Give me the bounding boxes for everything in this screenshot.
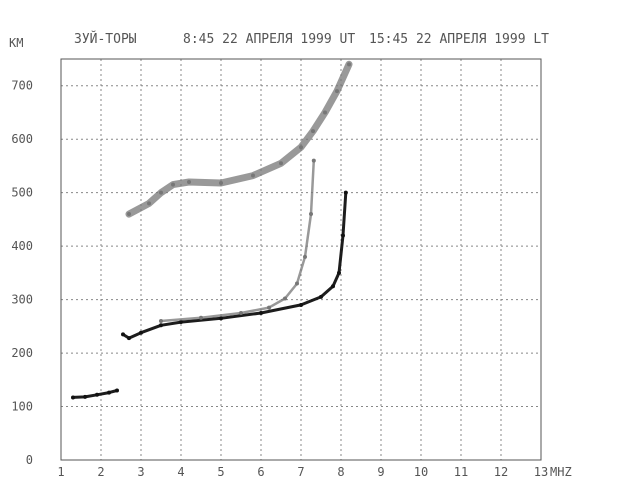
x-tick-label: 7 [297,465,304,479]
y-axis-label: КМ [9,36,23,50]
trace-point [341,233,345,238]
trace-point [187,179,191,184]
trace-point [219,316,223,321]
trace-point [159,190,163,195]
trace-point [239,310,243,315]
trace-point [127,336,131,341]
trace-point [295,281,299,286]
trace-point [347,62,351,67]
trace-point [319,294,323,299]
trace-point [343,190,348,195]
trace-point [303,254,307,259]
y-tick-label: 600 [11,132,33,146]
x-tick-label: 9 [377,465,384,479]
y-tick-label: 500 [11,186,33,200]
x-tick-label: 4 [177,465,184,479]
trace-point [283,296,287,301]
x-tick-labels: 1 2 3 4 5 6 7 8 9 10 11 12 13 [57,465,548,479]
x-tick-label: 10 [414,465,428,479]
y-tick-label: 100 [11,400,33,414]
y-tick-labels: 0 100 200 300 400 500 600 700 [11,79,33,467]
trace-point [179,320,183,325]
trace-point [127,212,131,217]
trace-point [159,318,163,323]
ionogram-traces [71,60,353,400]
lt-time-title: 15:45 22 АПРЕЛЯ 1999 LT [369,32,549,47]
trace-point [159,323,163,328]
trace-point [107,390,111,395]
trace-point [311,158,316,163]
plot-frame [60,58,542,461]
x-tick-label: 1 [57,465,64,479]
station-title: ЗУЙ-ТОРЫ [74,31,137,47]
trace-point [251,173,255,178]
trace-point [337,270,341,275]
trace-point [115,388,119,393]
x-tick-label: 5 [217,465,224,479]
trace-point [139,330,143,335]
trace-point [95,392,99,397]
trace-point [309,212,313,217]
x-tick-label: 8 [337,465,344,479]
trace-point [83,394,87,399]
trace-point [147,201,151,206]
trace-point [323,110,327,115]
x-tick-label: 6 [257,465,264,479]
trace-point [121,332,125,337]
trace-point [267,305,271,310]
y-tick-label: 0 [26,453,33,467]
x-tick-label: 3 [137,465,144,479]
trace-point [71,395,75,400]
x-tick-label: 11 [454,465,468,479]
trace-point [219,181,223,186]
trace-point [299,145,303,150]
trace-point [279,161,283,166]
trace-point [299,302,303,307]
x-tick-label: 12 [494,465,508,479]
trace-point [311,129,315,134]
y-tick-label: 200 [11,346,33,360]
trace-point [335,89,339,94]
trace-point [199,315,203,320]
y-tick-label: 400 [11,239,33,253]
ut-time-title: 8:45 22 АПРЕЛЯ 1999 UT [183,32,355,47]
y-tick-label: 700 [11,79,33,93]
x-axis-label: MHZ [550,465,572,479]
y-tick-label: 300 [11,293,33,307]
x-tick-label: 2 [97,465,104,479]
trace-point [259,310,263,315]
trace-point [331,284,335,289]
trace-point [171,182,175,187]
x-tick-label: 13 [534,465,548,479]
